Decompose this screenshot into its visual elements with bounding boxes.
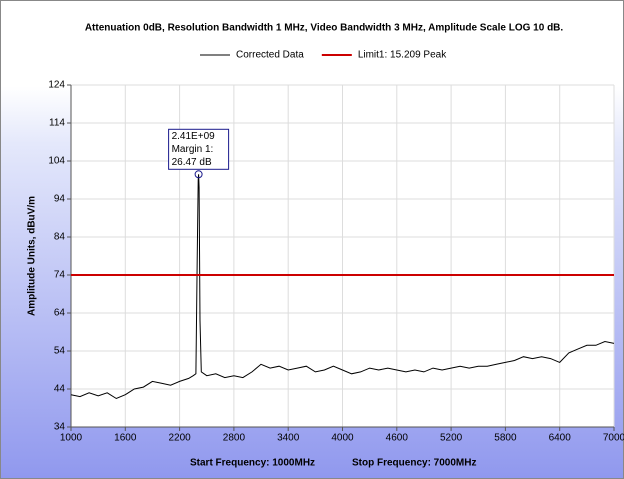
legend-label: Corrected Data — [236, 50, 304, 61]
x-tick-label: 1000 — [60, 433, 83, 444]
y-tick-label: 64 — [54, 308, 66, 319]
annotation-box — [168, 128, 230, 170]
y-tick-label: 54 — [54, 346, 66, 357]
y-tick-label: 124 — [48, 80, 65, 91]
x-axis-label: Start Frequency: 1000MHz — [190, 458, 315, 469]
x-tick-label: 4600 — [386, 433, 409, 444]
legend-label: Limit1: 15.209 Peak — [358, 50, 447, 61]
y-tick-label: 34 — [54, 422, 66, 433]
x-tick-label: 5800 — [494, 433, 517, 444]
x-tick-label: 6400 — [549, 433, 572, 444]
x-tick-label: 2200 — [168, 433, 191, 444]
y-tick-label: 84 — [54, 232, 66, 243]
y-tick-label: 74 — [54, 270, 66, 281]
y-axis-label: Amplitude Units, dBuV/m — [27, 196, 38, 316]
annotation-text: 2.41E+09 — [172, 131, 216, 142]
y-tick-label: 44 — [54, 384, 66, 395]
data-line — [70, 174, 615, 400]
x-tick-label: 7000 — [603, 433, 624, 444]
x-tick-label: 1600 — [114, 433, 137, 444]
x-tick-label: 2800 — [223, 433, 246, 444]
x-tick-label: 3400 — [277, 433, 300, 444]
annotation-text: 26.47 dB — [172, 157, 212, 168]
y-tick-label: 104 — [48, 156, 65, 167]
x-tick-label: 4000 — [331, 433, 354, 444]
x-tick-label: 5200 — [440, 433, 463, 444]
chart-title: Attenuation 0dB, Resolution Bandwidth 1 … — [85, 23, 564, 34]
y-tick-label: 114 — [49, 118, 65, 129]
marker — [194, 170, 203, 179]
annotation-text: Margin 1: — [172, 144, 214, 155]
y-tick-label: 94 — [54, 194, 66, 205]
x-axis-label: Stop Frequency: 7000MHz — [352, 458, 476, 469]
